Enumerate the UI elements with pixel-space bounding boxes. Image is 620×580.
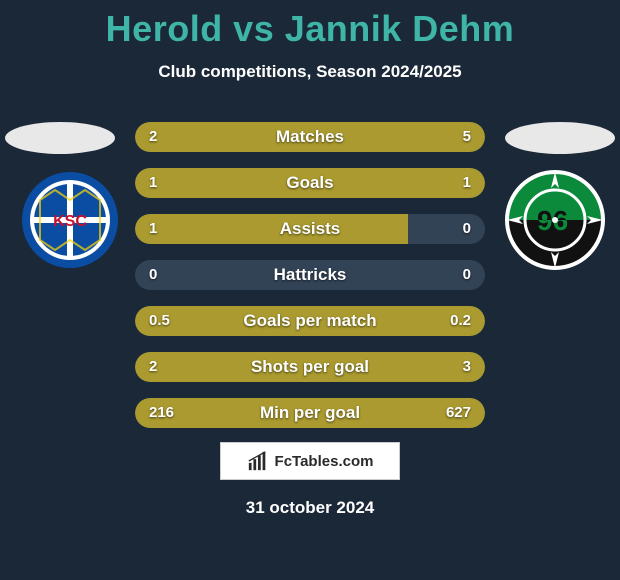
svg-text:KSC: KSC	[53, 213, 87, 230]
stat-label: Goals	[135, 168, 485, 198]
stat-label: Min per goal	[135, 398, 485, 428]
club-logo-right: 96 96	[505, 170, 605, 270]
stat-label: Goals per match	[135, 306, 485, 336]
player-shadow-left	[5, 122, 115, 154]
fctables-badge: FcTables.com	[220, 442, 400, 480]
player-shadow-right	[505, 122, 615, 154]
stat-row: 25Matches	[135, 122, 485, 152]
stats-container: 25Matches 11Goals 10Assists 00Hattricks 0.50…	[135, 122, 485, 444]
stat-row: 23Shots per goal	[135, 352, 485, 382]
stat-label: Matches	[135, 122, 485, 152]
stat-row: 11Goals	[135, 168, 485, 198]
stat-row: 0.50.2Goals per match	[135, 306, 485, 336]
page-title: Herold vs Jannik Dehm	[0, 0, 620, 50]
chart-icon	[247, 450, 269, 472]
stat-row: 00Hattricks	[135, 260, 485, 290]
subtitle: Club competitions, Season 2024/2025	[0, 62, 620, 82]
fctables-label: FcTables.com	[275, 453, 374, 470]
stat-label: Shots per goal	[135, 352, 485, 382]
stat-label: Assists	[135, 214, 485, 244]
club-logo-left: KSC	[20, 170, 120, 270]
stat-row: 10Assists	[135, 214, 485, 244]
date-label: 31 october 2024	[0, 498, 620, 518]
stat-row: 216627Min per goal	[135, 398, 485, 428]
stat-label: Hattricks	[135, 260, 485, 290]
